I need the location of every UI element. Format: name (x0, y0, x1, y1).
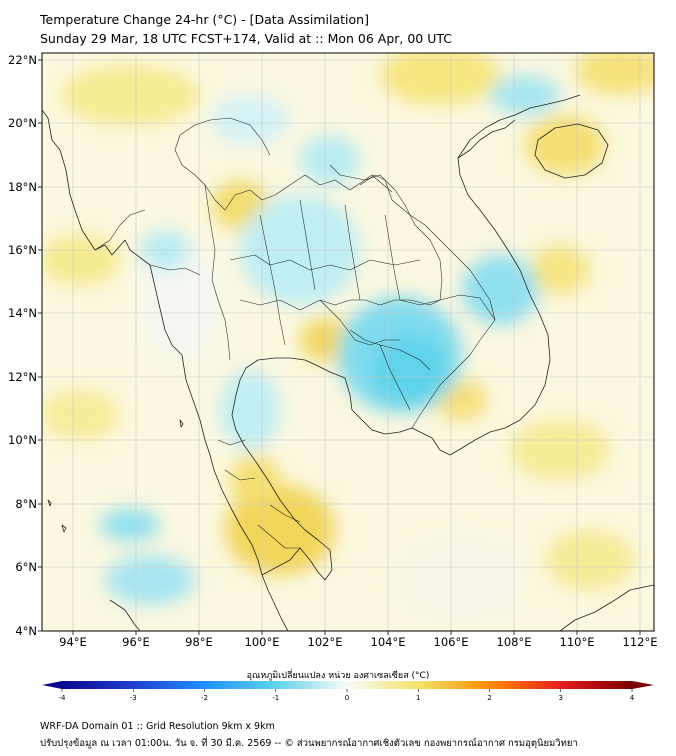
lat-tick-label: 14°N (8, 306, 37, 320)
colorbar-title: อุณหภูมิเปลี่ยนแปลง หน่วย องศาเซลเซียส (… (246, 671, 430, 681)
colorbar-bar (62, 681, 632, 689)
lat-tick-label: 10°N (8, 433, 37, 447)
map-subtitle: Sunday 29 Mar, 18 UTC FCST+174, Valid at… (40, 31, 453, 46)
lon-tick-label: 108°E (497, 635, 532, 649)
lat-tick-label: 8°N (15, 497, 37, 511)
latitude-axis: 22°N 20°N 18°N 16°N 14°N 12°N 10°N 8°N 6°N 4°N (8, 53, 42, 638)
lat-tick-label: 4°N (15, 624, 37, 638)
temperature-field (42, 53, 654, 631)
lat-tick-label: 18°N (8, 180, 37, 194)
lat-tick-label: 16°N (8, 243, 37, 257)
admin-borders (94, 117, 496, 549)
lon-tick-label: 112°E (623, 635, 658, 649)
lon-tick-label: 102°E (308, 635, 343, 649)
lat-tick-label: 22°N (8, 53, 37, 67)
lon-tick-label: 94°E (59, 635, 87, 649)
colorbar-tick-label: 3 (559, 694, 563, 702)
lon-tick-label: 110°E (560, 635, 595, 649)
colorbar-max-arrow (632, 681, 654, 689)
map-frame (41, 52, 655, 632)
colorbar-tick-label: -2 (201, 694, 208, 702)
footer-update-info: ปรับปรุงข้อมูล ณ เวลา 01:00น. วัน จ. ที่… (40, 738, 578, 749)
lat-tick-label: 6°N (15, 560, 37, 574)
colorbar-tick-label: 2 (487, 694, 491, 702)
lon-tick-label: 96°E (122, 635, 150, 649)
colorbar-tick-label: 1 (416, 694, 420, 702)
lon-tick-label: 106°E (434, 635, 469, 649)
colorbar-tick-label: -1 (272, 694, 279, 702)
longitude-axis: 94°E 96°E 98°E 100°E 102°E 104°E 106°E 108°E 110… (59, 631, 657, 649)
lat-tick-label: 12°N (8, 370, 37, 384)
colorbar-tick-label: -4 (59, 694, 67, 702)
colorbar-tick-label: -3 (130, 694, 137, 702)
colorbar-min-arrow (42, 681, 62, 689)
footer-model-info: WRF-DA Domain 01 :: Grid Resolution 9km … (40, 721, 275, 732)
colorbar: -4 -3 -2 -1 0 1 2 3 4 (42, 681, 654, 702)
colorbar-tick-label: 0 (345, 694, 349, 702)
coastlines (42, 94, 654, 631)
graticule (42, 53, 654, 631)
lon-tick-label: 98°E (185, 635, 213, 649)
colorbar-tick-label: 4 (630, 694, 635, 702)
lat-tick-label: 20°N (8, 116, 37, 130)
lon-tick-label: 100°E (245, 635, 280, 649)
map-title: Temperature Change 24-hr (°C) - [Data As… (40, 12, 369, 27)
lon-tick-label: 104°E (371, 635, 406, 649)
